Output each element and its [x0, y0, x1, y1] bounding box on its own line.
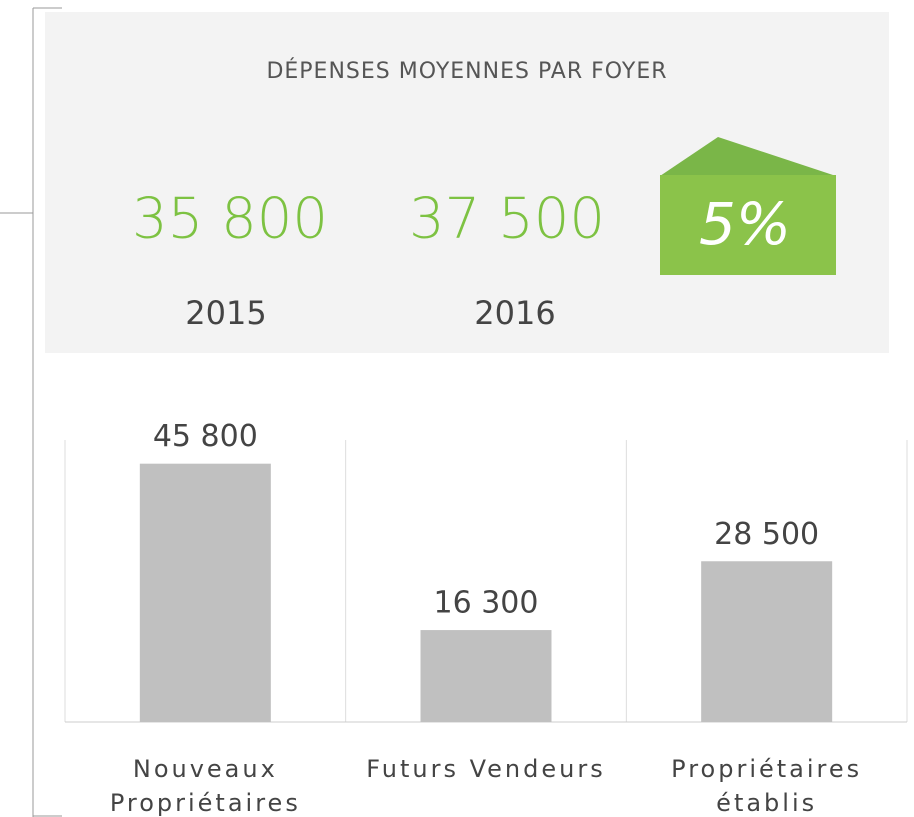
bar-chart: 45 800 Nouveaux Propriétaires 16 300 Futurs … [64, 419, 908, 817]
bar [139, 463, 271, 722]
stat-year: 2016 [474, 294, 555, 332]
stat-value: 35 800 [132, 186, 328, 251]
category-label: Propriétaires établis [671, 755, 862, 817]
category-label: Futurs Vendeurs [366, 755, 605, 783]
badge-roof [660, 137, 836, 176]
change-label: 5% [699, 190, 791, 258]
bar [701, 561, 833, 722]
category-label: Nouveaux Propriétaires [110, 755, 301, 817]
stat-year: 2015 [185, 294, 266, 332]
badge [660, 175, 836, 275]
panel-title: DÉPENSES MOYENNES PAR FOYER [266, 58, 667, 84]
value-label: 28 500 [714, 517, 819, 552]
value-label: 45 800 [153, 419, 258, 454]
bar [420, 630, 552, 722]
stat-value: 37 500 [409, 186, 605, 251]
value-label: 16 300 [434, 586, 539, 621]
